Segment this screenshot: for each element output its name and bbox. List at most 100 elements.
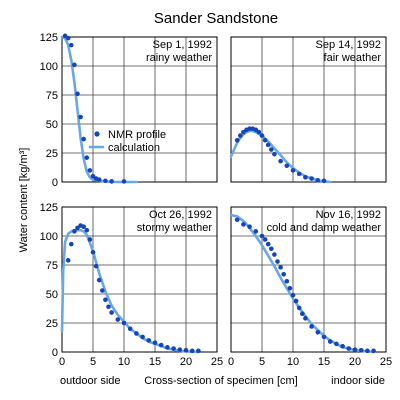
nmr-data-point: [78, 114, 83, 120]
nmr-data-point: [315, 329, 321, 335]
panel-date-label: Sep 1, 1992: [153, 39, 212, 51]
nmr-data-point: [90, 249, 96, 255]
nmr-data-point: [234, 217, 240, 223]
nmr-data-point: [196, 348, 201, 354]
nmr-data-point: [177, 347, 183, 352]
nmr-data-point: [134, 331, 139, 336]
nmr-data-point: [140, 334, 145, 340]
nmr-data-point: [309, 324, 314, 329]
legend-line-label: calculation: [108, 142, 160, 154]
y-tick-label: 100: [40, 61, 58, 73]
nmr-data-point: [259, 233, 265, 239]
nmr-data-point: [278, 158, 283, 164]
panel-date-label: Nov 16, 1992: [316, 209, 381, 221]
panel-oct-26: 0 25 50 75 100 125 0 5 10 15 20 25 Oct 26, 1992storm…: [40, 202, 223, 368]
nmr-data-point: [352, 347, 358, 352]
nmr-data-point: [321, 334, 327, 340]
nmr-data-point: [309, 176, 314, 181]
nmr-data-point: [346, 346, 352, 351]
x-tick-label: 10: [118, 356, 130, 368]
nmr-data-point: [296, 171, 302, 177]
nmr-data-point: [262, 237, 268, 242]
panel-weather-label: cold and damp weather: [267, 222, 382, 234]
nmr-data-point: [146, 338, 152, 343]
nmr-data-point: [87, 168, 93, 173]
x-tick-label: 25: [380, 356, 392, 368]
nmr-data-point: [284, 163, 290, 169]
y-tick-label: 125: [40, 32, 58, 44]
nmr-data-point: [72, 229, 77, 234]
nmr-data-point: [272, 252, 277, 257]
nmr-data-point: [256, 129, 262, 135]
nmr-data-point: [103, 178, 108, 184]
panel-frame: [230, 206, 387, 353]
nmr-data-point: [189, 348, 195, 354]
legend-point-marker: [94, 131, 100, 137]
y-tick-label: 50: [46, 289, 58, 301]
calculation-line: [229, 129, 332, 184]
nmr-data-point: [247, 224, 252, 230]
nmr-data-point: [293, 298, 299, 304]
calculation-line: [60, 228, 200, 354]
x-tick-label: 15: [149, 356, 161, 368]
x-tick-label: 20: [349, 356, 361, 368]
y-axis-label: Water content [kg/m³]: [18, 148, 30, 253]
panel-weather-label: fair weather: [324, 52, 382, 64]
nmr-data-point: [183, 347, 189, 353]
nmr-data-point: [84, 155, 90, 160]
nmr-data-point: [365, 348, 370, 354]
x-tick-label: 25: [211, 356, 223, 368]
x-tick-label: 15: [318, 356, 330, 368]
nmr-data-point: [127, 326, 133, 332]
y-tick-label: 0: [52, 177, 58, 189]
legend: NMR profile calculation: [88, 129, 166, 154]
nmr-data-point: [371, 348, 376, 354]
nmr-data-point: [121, 179, 127, 184]
x-tick-label: 10: [287, 356, 299, 368]
nmr-data-point: [300, 311, 305, 317]
nmr-data-point: [72, 62, 77, 68]
panel-weather-label: stormy weather: [137, 222, 213, 234]
nmr-data-point: [69, 241, 74, 247]
nmr-data-point: [81, 224, 86, 230]
nmr-data-point: [296, 305, 302, 311]
calculation-line: [60, 35, 138, 184]
x-tick-label: 0: [59, 356, 65, 368]
nmr-data-point: [65, 258, 71, 263]
nmr-data-point: [171, 346, 176, 351]
nmr-data-point: [234, 137, 240, 143]
x-tick-label: 20: [180, 356, 192, 368]
nmr-data-point: [327, 339, 333, 344]
panel-date-label: Sep 14, 1992: [316, 39, 381, 51]
nmr-data-point: [96, 177, 102, 182]
nmr-data-point: [75, 91, 80, 97]
outdoor-side-label: outdoor side: [60, 375, 121, 387]
x-tick-label: 0: [228, 356, 234, 368]
nmr-data-point: [340, 343, 345, 349]
nmr-data-point: [284, 278, 290, 284]
y-tick-label: 125: [40, 202, 58, 214]
nmr-data-point: [287, 285, 293, 291]
nmr-data-point: [265, 142, 271, 148]
nmr-data-point: [121, 320, 127, 326]
nmr-data-point: [262, 137, 268, 143]
nmr-data-point: [93, 263, 99, 269]
nmr-data-point: [253, 229, 259, 234]
nmr-data-point: [103, 297, 108, 303]
nmr-data-point: [272, 151, 277, 157]
nmr-data-point: [290, 292, 296, 298]
panel-date-label: Oct 26, 1992: [149, 209, 212, 221]
nmr-data-point: [106, 304, 111, 310]
y-tick-label: 25: [46, 148, 58, 160]
nmr-data-point: [165, 345, 170, 350]
legend-points-label: NMR profile: [108, 129, 166, 141]
y-tick-label: 75: [46, 90, 58, 102]
nmr-data-point: [152, 340, 158, 346]
nmr-data-point: [109, 310, 114, 315]
nmr-data-point: [109, 179, 114, 184]
panel-frame: [61, 36, 218, 183]
